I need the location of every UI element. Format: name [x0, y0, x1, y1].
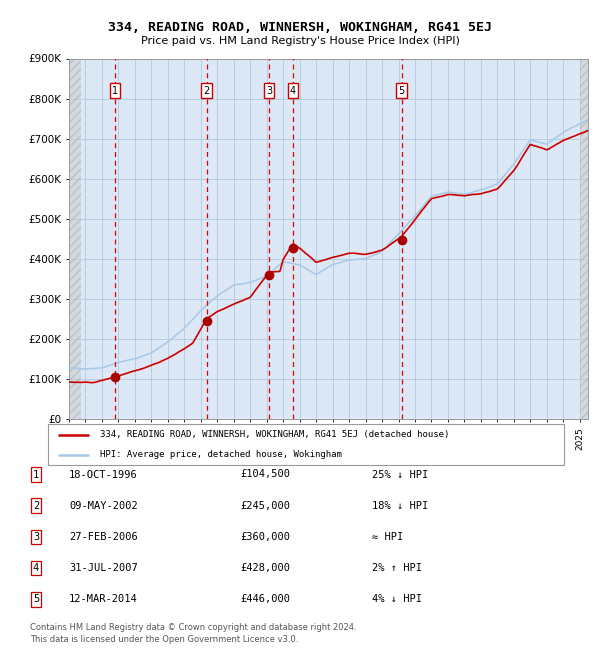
FancyBboxPatch shape [48, 424, 564, 465]
Text: 3: 3 [33, 532, 39, 542]
Text: Contains HM Land Registry data © Crown copyright and database right 2024.: Contains HM Land Registry data © Crown c… [30, 623, 356, 632]
Text: £428,000: £428,000 [240, 563, 290, 573]
Text: 334, READING ROAD, WINNERSH, WOKINGHAM, RG41 5EJ: 334, READING ROAD, WINNERSH, WOKINGHAM, … [108, 21, 492, 34]
Text: 31-JUL-2007: 31-JUL-2007 [69, 563, 138, 573]
Text: 3: 3 [266, 86, 272, 96]
Text: 4: 4 [33, 563, 39, 573]
Text: HPI: Average price, detached house, Wokingham: HPI: Average price, detached house, Woki… [100, 450, 341, 459]
Text: 2: 2 [33, 500, 39, 511]
Text: £245,000: £245,000 [240, 500, 290, 511]
Text: 12-MAR-2014: 12-MAR-2014 [69, 594, 138, 604]
Text: 5: 5 [398, 86, 405, 96]
Text: 18% ↓ HPI: 18% ↓ HPI [372, 500, 428, 511]
Text: ≈ HPI: ≈ HPI [372, 532, 403, 542]
Text: £446,000: £446,000 [240, 594, 290, 604]
Text: 2: 2 [203, 86, 210, 96]
Text: 4: 4 [290, 86, 296, 96]
Text: 25% ↓ HPI: 25% ↓ HPI [372, 469, 428, 480]
Text: Price paid vs. HM Land Registry's House Price Index (HPI): Price paid vs. HM Land Registry's House … [140, 36, 460, 46]
Text: 27-FEB-2006: 27-FEB-2006 [69, 532, 138, 542]
Text: 2% ↑ HPI: 2% ↑ HPI [372, 563, 422, 573]
Text: This data is licensed under the Open Government Licence v3.0.: This data is licensed under the Open Gov… [30, 634, 298, 644]
Text: 1: 1 [112, 86, 118, 96]
Text: 334, READING ROAD, WINNERSH, WOKINGHAM, RG41 5EJ (detached house): 334, READING ROAD, WINNERSH, WOKINGHAM, … [100, 430, 449, 439]
Bar [580, 58, 590, 419]
Text: 5: 5 [33, 594, 39, 604]
Text: 1: 1 [33, 469, 39, 480]
Text: £360,000: £360,000 [240, 532, 290, 542]
Text: 09-MAY-2002: 09-MAY-2002 [69, 500, 138, 511]
Text: £104,500: £104,500 [240, 469, 290, 480]
Text: 18-OCT-1996: 18-OCT-1996 [69, 469, 138, 480]
Bar [69, 58, 80, 419]
Text: 4% ↓ HPI: 4% ↓ HPI [372, 594, 422, 604]
